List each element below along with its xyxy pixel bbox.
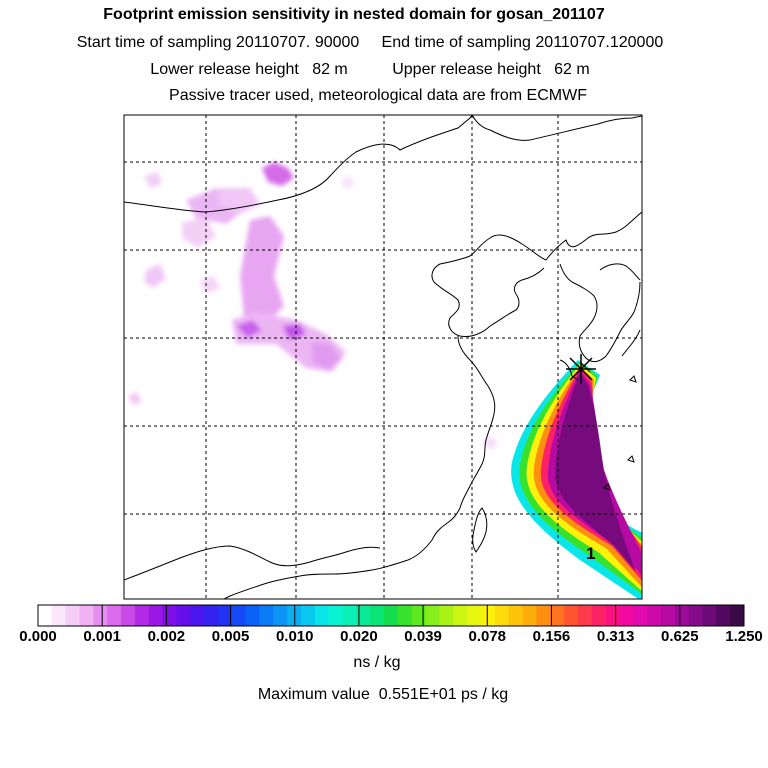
colorbar-swatch (107, 605, 122, 626)
colorbar-swatch (702, 605, 717, 626)
colorbar-tick-label: 1.250 (725, 628, 763, 645)
colorbar-tick-label: 0.010 (275, 628, 314, 645)
colorbar-swatch (328, 605, 343, 626)
colorbar-swatch (93, 605, 108, 626)
colorbar-swatch (121, 605, 136, 626)
end-value: 20110707.120000 (535, 34, 664, 51)
colorbar-swatch (494, 605, 510, 626)
colorbar-swatch (134, 605, 150, 626)
maximum-value: Maximum value 0.551E+01 ps / kg (257, 686, 509, 703)
colorbar-swatch (204, 605, 219, 626)
colorbar-swatch (356, 605, 371, 626)
colorbar-swatch (273, 605, 288, 626)
colorbar-swatch (660, 605, 676, 626)
colorbar-swatch (550, 605, 565, 626)
emission-plume (511, 360, 642, 599)
colorbar-swatch (38, 605, 53, 626)
colorbar-tick-label: 0.078 (468, 628, 507, 645)
colorbar-tick-label: 0.002 (147, 628, 186, 645)
colorbar-tick-label: 0.005 (211, 628, 250, 645)
colorbar-swatch (619, 605, 634, 626)
graticule (124, 115, 642, 599)
colorbar-swatch (397, 605, 413, 626)
colorbar-swatch (467, 605, 482, 626)
colorbar-swatch (162, 605, 177, 626)
colorbar-swatch (688, 605, 703, 626)
colorbar-swatch (411, 605, 427, 626)
colorbar-tick-label: 0.625 (661, 628, 699, 645)
colorbar-swatch (508, 605, 523, 626)
colorbar-swatch (633, 605, 648, 626)
colorbar-tick-label: 0.020 (340, 628, 378, 645)
colorbar-swatch (301, 605, 316, 626)
upper-release-label: Upper release height (392, 61, 541, 78)
start-label: Start time of sampling (76, 34, 232, 51)
release-site-marker (566, 354, 596, 384)
colorbar-units: ns / kg (353, 654, 401, 671)
colorbar-swatch (730, 605, 745, 626)
colorbar-swatch (647, 605, 662, 626)
colorbar-swatch (259, 605, 274, 626)
colorbar-swatch (314, 605, 330, 626)
colorbar-tick-label: 0.039 (404, 628, 442, 645)
colorbar-swatch (453, 605, 468, 626)
colorbar-swatch (79, 605, 94, 626)
colorbar-swatch (522, 605, 537, 626)
colorbar-swatch (217, 605, 233, 626)
tracer-note: Passive tracer used, meteorological data… (169, 87, 587, 104)
colorbar-swatch (605, 605, 620, 626)
colorbar-swatch (716, 605, 731, 626)
colorbar-swatch (245, 605, 260, 626)
colorbar-swatch (176, 605, 191, 626)
colorbar-swatch (148, 605, 163, 626)
coastlines (124, 115, 642, 599)
colorbar-swatch (231, 605, 247, 626)
map-title: Footprint emission sensitivity in nested… (103, 6, 605, 23)
release-height-line: Lower release height 82 m Upper release … (0, 61, 754, 79)
colorbar-tick-label: 0.001 (83, 628, 121, 645)
start-value: 20110707. 90000 (235, 34, 360, 51)
colorbar-tick-label: 0.313 (596, 628, 635, 645)
colorbar-frame (37, 604, 745, 627)
lower-release-value: 82 m (312, 61, 348, 78)
low-sensitivity-patches (128, 162, 498, 450)
colorbar-swatch (674, 605, 690, 626)
map-content: 1 (124, 115, 642, 599)
colorbar-swatch (342, 605, 357, 626)
colorbar-swatch (439, 605, 454, 626)
map-frame (123, 114, 643, 600)
sampling-time-line: Start time of sampling 20110707. 90000 E… (0, 34, 754, 52)
colorbar-swatch (577, 605, 593, 626)
upper-release-value: 62 m (554, 61, 590, 78)
colorbar-swatch (370, 605, 385, 626)
colorbar-swatch (536, 605, 551, 626)
trajectory-label: 1 (586, 544, 595, 563)
colorbar-swatch (425, 605, 440, 626)
colorbar-swatch (591, 605, 606, 626)
colorbar-swatch (480, 605, 496, 626)
colorbar-swatch (564, 605, 579, 626)
end-label: End time of sampling (381, 34, 531, 51)
colorbar (37, 604, 745, 627)
colorbar-swatch (65, 605, 80, 626)
colorbar-tick-label: 0.000 (19, 628, 57, 645)
colorbar-swatch (190, 605, 205, 626)
colorbar-tick-label: 0.156 (532, 628, 571, 645)
colorbar-swatch (51, 605, 67, 626)
colorbar-swatch (384, 605, 399, 626)
lower-release-label: Lower release height (150, 61, 299, 78)
